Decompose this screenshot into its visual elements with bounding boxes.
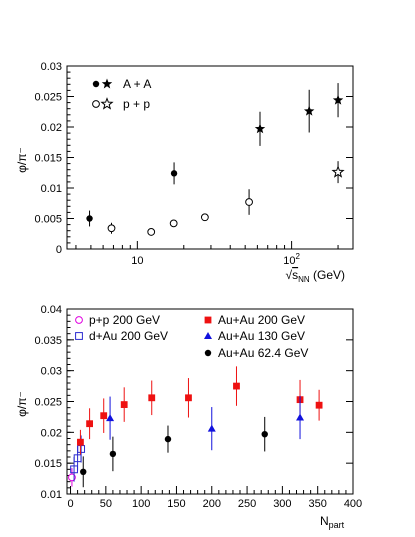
top-legend-marker [92,100,100,108]
bottom-point [100,412,108,420]
top-point [303,105,315,116]
bottom-x-tick-label: 200 [203,498,221,510]
bottom-y-tick-label: 0.03 [41,366,62,378]
bottom-point [185,394,192,402]
top-y-tick-label: 0.015 [34,153,62,165]
bottom-y-tick-label: 0.025 [34,397,62,409]
top-point [332,94,344,105]
bottom-legend-marker [204,349,212,357]
bottom-x-tick-label: 100 [132,498,150,510]
bottom-legend-marker [75,316,83,324]
bottom-x-tick-label: 50 [100,498,112,510]
top-legend-marker [92,80,100,88]
top-x-axis-label-root: √ [286,268,293,282]
bottom-legend-label: Au+Au 62.4 GeV [218,346,308,360]
top-legend-label: A + A [123,77,151,91]
top-y-tick-label: 0.005 [34,214,62,226]
top-point [254,123,266,134]
bottom-point [233,382,240,390]
top-legend: A + A p + p [92,77,151,111]
bottom-point [106,414,115,422]
top-x-axis-label-var: s [292,268,298,282]
bottom-x-axis-label-var: N [320,514,329,528]
top-legend-marker [101,78,113,89]
top-y-tick-label: 0 [56,244,62,256]
bottom-legend-marker [75,332,83,340]
bottom-point [120,401,128,408]
top-x-tick-base: 10 [131,255,143,267]
bottom-y-tick-label: 0.035 [34,335,62,347]
top-point [245,198,253,206]
top-x-tick-base: 10 [283,255,295,267]
bottom-y-tick-label: 0.015 [34,458,62,470]
bottom-y-tick-label: 0.01 [41,489,62,501]
top-legend-marker [100,97,114,110]
top-y-tick-label: 0.02 [41,122,62,134]
top-y-tick-label: 0.03 [41,61,62,73]
bottom-legend: p+p 200 GeV d+Au 200 GeV Au+Au 200 GeV Au+A… [75,313,308,360]
bottom-point [164,435,172,443]
top-plot-frame [66,65,354,250]
bottom-point [80,468,87,475]
bottom-point [261,430,268,438]
bottom-point [77,438,84,446]
top-x-tick-exp: 2 [296,252,301,261]
bottom-x-axis-label-sub: part [329,520,345,530]
top-y-tick-label: 0.01 [41,183,62,195]
top-y-axis-label: φ/π⁻ [15,147,29,173]
bottom-x-tick-label: 250 [238,498,256,510]
bottom-legend-label: p+p 200 GeV [89,313,160,327]
bottom-y-axis-label: φ/π⁻ [15,391,29,417]
top-point [147,228,156,236]
bottom-legend-label: Au+Au 130 GeV [218,329,305,343]
bottom-x-tick-label: 150 [167,498,185,510]
bottom-x-axis-label: Npart [320,514,345,530]
bottom-y-tick-label: 0.02 [41,427,62,439]
top-legend-label: p + p [123,97,150,111]
top-y-tick-label: 0.025 [34,92,62,104]
bottom-panel: 0.01 0.015 0.02 0.025 0.03 0.035 0.04 0 50 100 15… [15,304,362,530]
bottom-legend-label: Au+Au 200 GeV [218,313,305,327]
bottom-legend-label: d+Au 200 GeV [89,329,168,343]
top-x-tick-label: 102 [283,252,300,267]
top-point [200,213,209,222]
bottom-point [315,401,323,409]
top-x-axis-label-sub: NN [298,275,310,284]
bottom-legend-marker [204,316,212,324]
top-point [331,165,345,178]
bottom-x-tick-label: 0 [67,498,73,510]
bottom-point [207,424,216,432]
top-point [86,215,93,222]
top-point [170,170,178,177]
bottom-point [86,420,93,428]
bottom-point [296,413,305,421]
bottom-point [109,450,117,458]
top-x-tick-label: 10 [131,255,143,267]
bottom-x-tick-label: 300 [273,498,291,510]
top-point [107,224,116,233]
bottom-x-tick-label: 350 [309,498,327,510]
bottom-point [148,394,156,402]
top-x-axis-label: √sNN (GeV) [286,268,346,284]
bottom-x-tick-label: 400 [344,498,362,510]
top-x-axis-label-unit: (GeV) [310,268,345,282]
bottom-legend-marker [204,332,212,339]
bottom-y-tick-label: 0.04 [41,304,62,316]
top-point [169,219,178,228]
